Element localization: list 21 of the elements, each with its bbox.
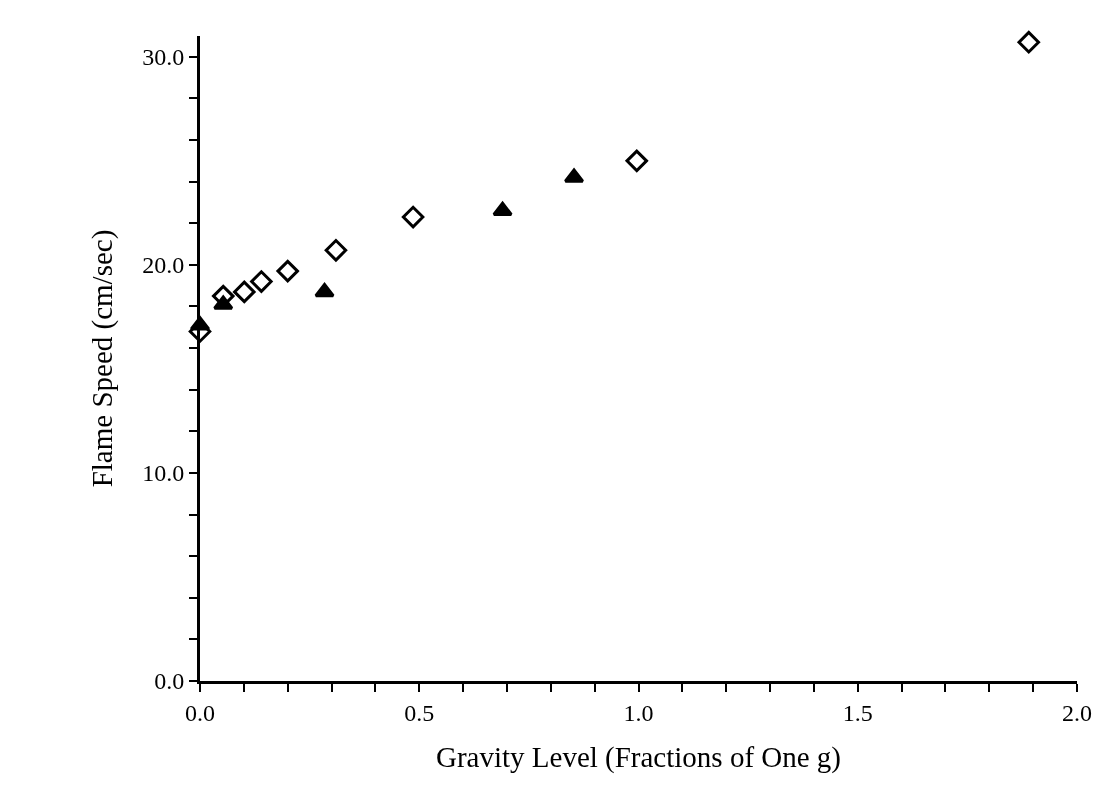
- point: [213, 295, 234, 310]
- x-tick-label: 0.5: [404, 699, 435, 726]
- x-tick-label: 2.0: [1062, 699, 1092, 726]
- point: [492, 201, 513, 217]
- point: [1017, 30, 1041, 54]
- y-tick-label: 20.0: [142, 252, 185, 279]
- y-tick-label: 0.0: [154, 668, 185, 695]
- y-tick-label: 10.0: [142, 460, 185, 487]
- point: [276, 259, 299, 283]
- point: [250, 270, 273, 293]
- y-tick-label: 30.0: [142, 44, 185, 71]
- x-axis-title: Gravity Level (Fractions of One g): [435, 740, 842, 774]
- x-tick-label: 0.0: [185, 699, 215, 726]
- point: [233, 280, 256, 304]
- x-tick-label: 1.5: [842, 699, 873, 726]
- point: [314, 282, 335, 298]
- point: [324, 239, 348, 262]
- y-axis-title: Flame Speed (cm/sec): [85, 229, 119, 488]
- x-tick-label: 1.0: [623, 699, 654, 726]
- point: [401, 205, 425, 229]
- point: [625, 149, 648, 173]
